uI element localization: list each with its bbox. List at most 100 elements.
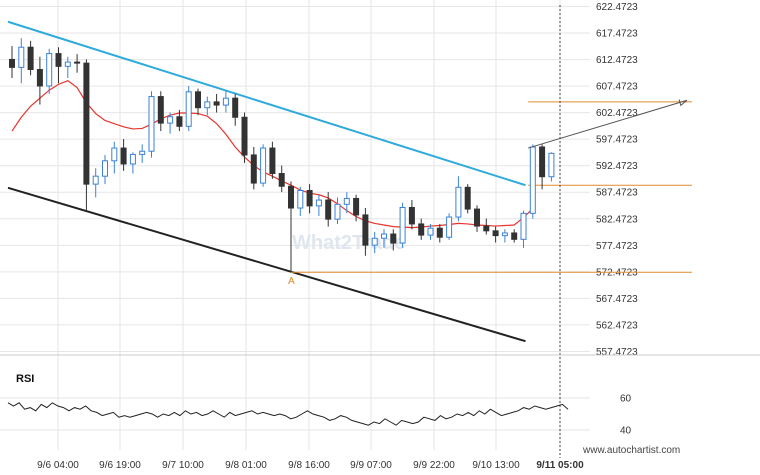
- candle: [111, 141, 118, 174]
- candle-body: [27, 46, 34, 71]
- projection-arrow-head: [678, 99, 688, 107]
- y-tick-label: 557.4723: [596, 347, 638, 358]
- candle: [204, 96, 211, 116]
- candle-body: [511, 232, 518, 240]
- watermark: What2Trade: [292, 232, 405, 254]
- candle: [325, 192, 332, 227]
- candle: [334, 197, 341, 224]
- candle-body: [371, 237, 378, 246]
- candle: [74, 54, 81, 73]
- candle-body: [204, 101, 211, 109]
- candle-body: [167, 116, 174, 124]
- x-tick-label: 9/6 19:00: [99, 460, 141, 471]
- candle-body: [501, 232, 508, 237]
- x-axis-tick-labels: 9/6 04:00 9/6 19:00 9/7 10:00 9/8 01:00 9/8 …: [37, 460, 584, 471]
- x-tick-label: 9/11 05:00: [536, 460, 584, 471]
- candle: [120, 139, 127, 171]
- candle-body: [418, 223, 425, 236]
- candle-body: [297, 190, 304, 209]
- candle: [408, 200, 415, 230]
- candle-body: [325, 199, 332, 220]
- candle-body: [343, 197, 350, 205]
- candle: [464, 184, 471, 214]
- candle: [176, 109, 183, 132]
- candle-body: [455, 186, 462, 218]
- candle-body: [446, 216, 453, 238]
- candle: [18, 38, 25, 84]
- candle-body: [260, 147, 267, 184]
- candle-body: [148, 96, 155, 152]
- x-tick-label: 9/9 07:00: [350, 460, 392, 471]
- point-label-a: A: [288, 276, 295, 287]
- y-tick-label: 617.4723: [596, 29, 638, 40]
- level-lines: [291, 101, 692, 273]
- candle-body: [222, 97, 229, 106]
- candle-body: [548, 152, 555, 178]
- candle-body: [474, 208, 480, 227]
- candle-body: [18, 46, 25, 68]
- candle: [399, 202, 406, 248]
- y-tick-label: 622.4723: [596, 2, 638, 13]
- candle: [427, 223, 434, 240]
- candle-body: [390, 233, 397, 244]
- candle-body: [539, 146, 546, 178]
- x-tick-label: 9/9 22:00: [413, 460, 455, 471]
- y-tick-label: 597.4723: [596, 135, 638, 146]
- candle-body: [306, 190, 313, 207]
- candle-body: [381, 233, 387, 239]
- candle: [306, 184, 313, 214]
- y-axis-tick-labels: 622.4723 617.4723 612.4723 607.4723 602.4723…: [596, 2, 638, 437]
- channel-lines: [7, 20, 526, 343]
- candle: [157, 91, 164, 132]
- rsi-tick-label: 40: [620, 426, 632, 437]
- candle: [381, 229, 387, 248]
- candle: [9, 46, 15, 78]
- rsi-line: [7, 402, 569, 426]
- candle: [418, 218, 425, 240]
- y-tick-label: 577.4723: [596, 241, 638, 252]
- candle: [92, 168, 99, 198]
- candle: [27, 40, 34, 76]
- candle: [185, 85, 192, 132]
- candle-body: [213, 101, 220, 106]
- candle-body: [9, 58, 15, 68]
- candle: [362, 208, 369, 256]
- candle-body: [185, 91, 192, 127]
- candle: [297, 186, 304, 216]
- annotations: A: [288, 99, 688, 287]
- support-line: [7, 186, 526, 343]
- candle-body: [157, 96, 164, 124]
- candle: [529, 144, 536, 219]
- y-tick-label: 612.4723: [596, 55, 638, 66]
- candle-body: [362, 214, 369, 246]
- candle-body: [492, 230, 499, 237]
- candle-body: [232, 97, 239, 118]
- candle: [492, 226, 499, 243]
- candle-body: [529, 146, 536, 214]
- candle-body: [399, 206, 406, 244]
- candle: [315, 194, 322, 216]
- candle: [139, 144, 146, 163]
- candle-body: [269, 147, 276, 175]
- resistance-line: [7, 20, 526, 187]
- candle-body: [315, 199, 322, 207]
- candles: [9, 38, 555, 272]
- candle: [102, 154, 108, 185]
- candle: [195, 88, 201, 116]
- candle: [278, 165, 285, 193]
- candle: [83, 59, 90, 211]
- x-tick-label: 9/6 04:00: [37, 460, 79, 471]
- candle-body: [483, 225, 490, 232]
- candle-body: [436, 227, 443, 238]
- candle-body: [427, 227, 434, 236]
- candle: [260, 144, 267, 187]
- y-tick-label: 572.4723: [596, 267, 638, 278]
- candle: [250, 146, 257, 190]
- y-tick-label: 587.4723: [596, 188, 638, 199]
- y-tick-label: 607.4723: [596, 82, 638, 93]
- y-tick-label: 567.4723: [596, 294, 638, 305]
- candle-body: [64, 61, 71, 67]
- x-tick-label: 9/8 16:00: [288, 460, 330, 471]
- candle: [390, 229, 397, 251]
- candle: [520, 210, 527, 248]
